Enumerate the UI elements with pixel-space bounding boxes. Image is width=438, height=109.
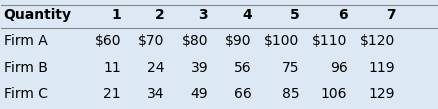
Text: 129: 129: [369, 87, 395, 101]
Text: 6: 6: [338, 8, 347, 22]
Text: 4: 4: [242, 8, 252, 22]
Text: 1: 1: [111, 8, 121, 22]
Text: 3: 3: [198, 8, 208, 22]
Text: $60: $60: [95, 34, 121, 48]
Text: 119: 119: [369, 61, 395, 75]
Text: 75: 75: [282, 61, 300, 75]
Text: 66: 66: [234, 87, 252, 101]
Text: $70: $70: [138, 34, 165, 48]
Text: 96: 96: [330, 61, 347, 75]
Text: $100: $100: [264, 34, 300, 48]
Text: $90: $90: [225, 34, 252, 48]
Text: $80: $80: [182, 34, 208, 48]
Text: 106: 106: [321, 87, 347, 101]
Text: $110: $110: [312, 34, 347, 48]
Text: Firm B: Firm B: [4, 61, 47, 75]
Text: 24: 24: [147, 61, 165, 75]
Text: 85: 85: [282, 87, 300, 101]
Text: $120: $120: [360, 34, 395, 48]
Text: Firm C: Firm C: [4, 87, 48, 101]
Text: 39: 39: [191, 61, 208, 75]
Text: 21: 21: [103, 87, 121, 101]
Text: 7: 7: [385, 8, 395, 22]
Text: 2: 2: [155, 8, 165, 22]
Text: 56: 56: [234, 61, 252, 75]
Text: Firm A: Firm A: [4, 34, 47, 48]
Text: 34: 34: [147, 87, 165, 101]
Text: Quantity: Quantity: [4, 8, 71, 22]
Text: 49: 49: [191, 87, 208, 101]
Text: 5: 5: [290, 8, 300, 22]
Text: 11: 11: [103, 61, 121, 75]
